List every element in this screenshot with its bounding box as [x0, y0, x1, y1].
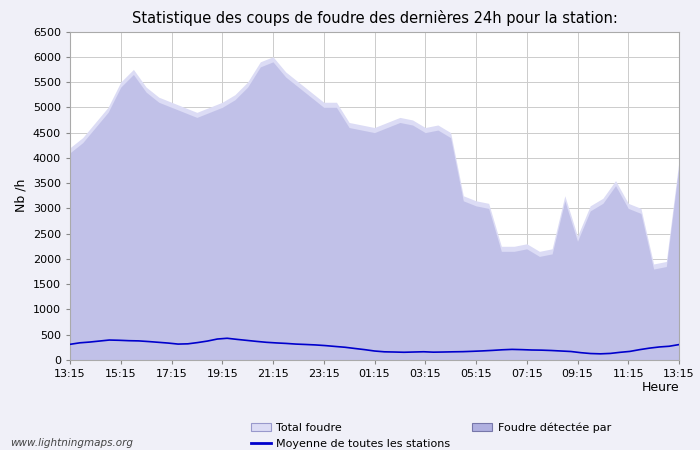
Title: Statistique des coups de foudre des dernières 24h pour la station:: Statistique des coups de foudre des dern… [132, 10, 617, 26]
Text: Heure: Heure [641, 381, 679, 394]
Legend: Total foudre, Moyenne de toutes les stations, Foudre détectée par: Total foudre, Moyenne de toutes les stat… [246, 418, 616, 450]
Y-axis label: Nb /h: Nb /h [14, 179, 27, 212]
Text: www.lightningmaps.org: www.lightningmaps.org [10, 438, 134, 448]
